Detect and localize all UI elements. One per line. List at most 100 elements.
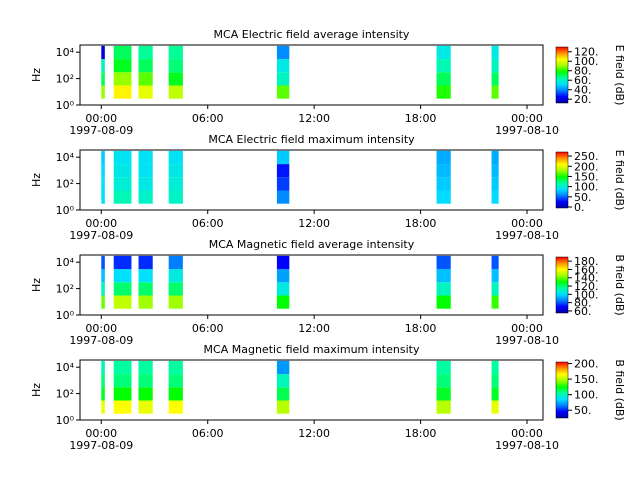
spectrogram-cell [491,85,499,99]
spectrogram-cell [436,177,451,191]
spectrogram-cell [276,269,290,283]
spectrogram-cell [101,164,105,178]
colorbar-label: E field (dB) [613,45,626,106]
spectrogram-cell [113,85,132,99]
spectrogram-cell [276,59,290,73]
spectrogram-cell [491,295,499,309]
plot-area [80,360,543,420]
colorbar [555,361,569,419]
axes-frame [79,254,544,316]
spectrogram-cell [113,282,132,296]
date-label: 1997-08-09 [69,334,133,347]
spectrogram-cell [101,150,105,165]
colorbar-tick-label: 150. [574,170,599,183]
spectrogram-cell [101,85,105,99]
y-tick-label: 10² [56,388,74,401]
spectrogram-cell [138,177,153,191]
spectrogram-cell [491,400,499,414]
colorbar [555,151,569,209]
spectrogram-cell [276,72,290,86]
y-tick-label: 10⁴ [56,256,75,269]
colorbar-tick-label: 50. [574,404,592,417]
spectrogram-cell [101,295,105,309]
spectrogram-cell [491,150,499,165]
spectrogram-cell [168,360,183,375]
spectrogram-cell [276,255,290,270]
spectrogram-cell [113,164,132,178]
spectrogram-cell [168,387,183,401]
panel-title: MCA Magnetic field average intensity [209,238,415,251]
spectrogram-cell [138,45,153,60]
date-label: 1997-08-10 [495,124,559,137]
spectrogram-cell [168,269,183,283]
colorbar-tick-label: 120. [574,280,599,293]
spectrogram-cell [101,255,105,270]
colorbar-tick-label: 40. [574,84,592,97]
colorbar-tick-label: 0. [574,201,585,214]
spectrogram-cell [113,177,132,191]
spectrogram-cell [168,177,183,191]
panel-title: MCA Electric field maximum intensity [208,133,415,146]
spectrogram-cell [113,387,132,401]
spectrogram-cell [138,72,153,86]
spectrogram-cell [138,282,153,296]
spectrogram-cell [276,164,290,178]
x-tick-label: 00:00 [85,217,117,230]
spectrogram-cell [138,255,153,270]
colorbar [555,256,569,314]
spectrogram-cell [491,72,499,86]
spectrogram-cell [436,59,451,73]
plot-area [80,150,543,210]
x-tick-label: 18:00 [405,217,437,230]
spectrogram-cell [491,360,499,375]
colorbar-label: E field (dB) [613,150,626,211]
spectrogram-cell [491,59,499,73]
spectrogram-cell [101,374,105,388]
spectrogram-cell [138,269,153,283]
x-tick-label: 18:00 [405,322,437,335]
spectrogram-cell [491,255,499,270]
spectrogram-cell [138,85,153,99]
spectrogram-cell [168,295,183,309]
spectrogram-cell [113,269,132,283]
x-tick-label: 00:00 [85,112,117,125]
x-tick-label: 00:00 [85,427,117,440]
spectrogram-cell [113,45,132,60]
x-tick-label: 00:00 [511,112,543,125]
spectrogram-cell [491,190,499,204]
colorbar-tick-label: 180. [574,255,599,268]
x-tick-label: 00:00 [511,427,543,440]
spectrogram-cell [113,72,132,86]
spectrogram-cell [436,45,451,60]
spectrogram-cell [491,282,499,296]
x-tick-label: 12:00 [298,217,330,230]
spectrogram-cell [491,164,499,178]
colorbar-label: B field (dB) [613,254,626,315]
x-tick-label: 00:00 [511,217,543,230]
spectrogram-cell [138,387,153,401]
spectrogram-cell [168,85,183,99]
spectrogram-cell [138,150,153,165]
spectrogram-cell [491,387,499,401]
colorbar-tick-label: 100. [574,389,599,402]
y-axis-label: Hz [30,173,43,187]
y-tick-label: 10⁰ [56,99,75,112]
spectrogram-cell [436,374,451,388]
x-tick-label: 18:00 [405,427,437,440]
spectrogram-cell [276,360,290,375]
spectrogram-cell [168,255,183,270]
colorbar-tick-label: 20. [574,93,592,106]
spectrogram-cell [101,269,105,283]
y-axis-label: Hz [30,68,43,82]
spectrogram-cell [436,269,451,283]
spectrogram-cell [168,164,183,178]
colorbar-tick-label: 120. [574,46,599,59]
spectrogram-cell [101,400,105,414]
date-label: 1997-08-09 [69,439,133,452]
spectrogram-cell [436,164,451,178]
y-tick-label: 10⁰ [56,204,75,217]
x-tick-label: 12:00 [298,322,330,335]
colorbar-tick-label: 60. [574,74,592,87]
colorbar-tick-label: 60. [574,305,592,318]
